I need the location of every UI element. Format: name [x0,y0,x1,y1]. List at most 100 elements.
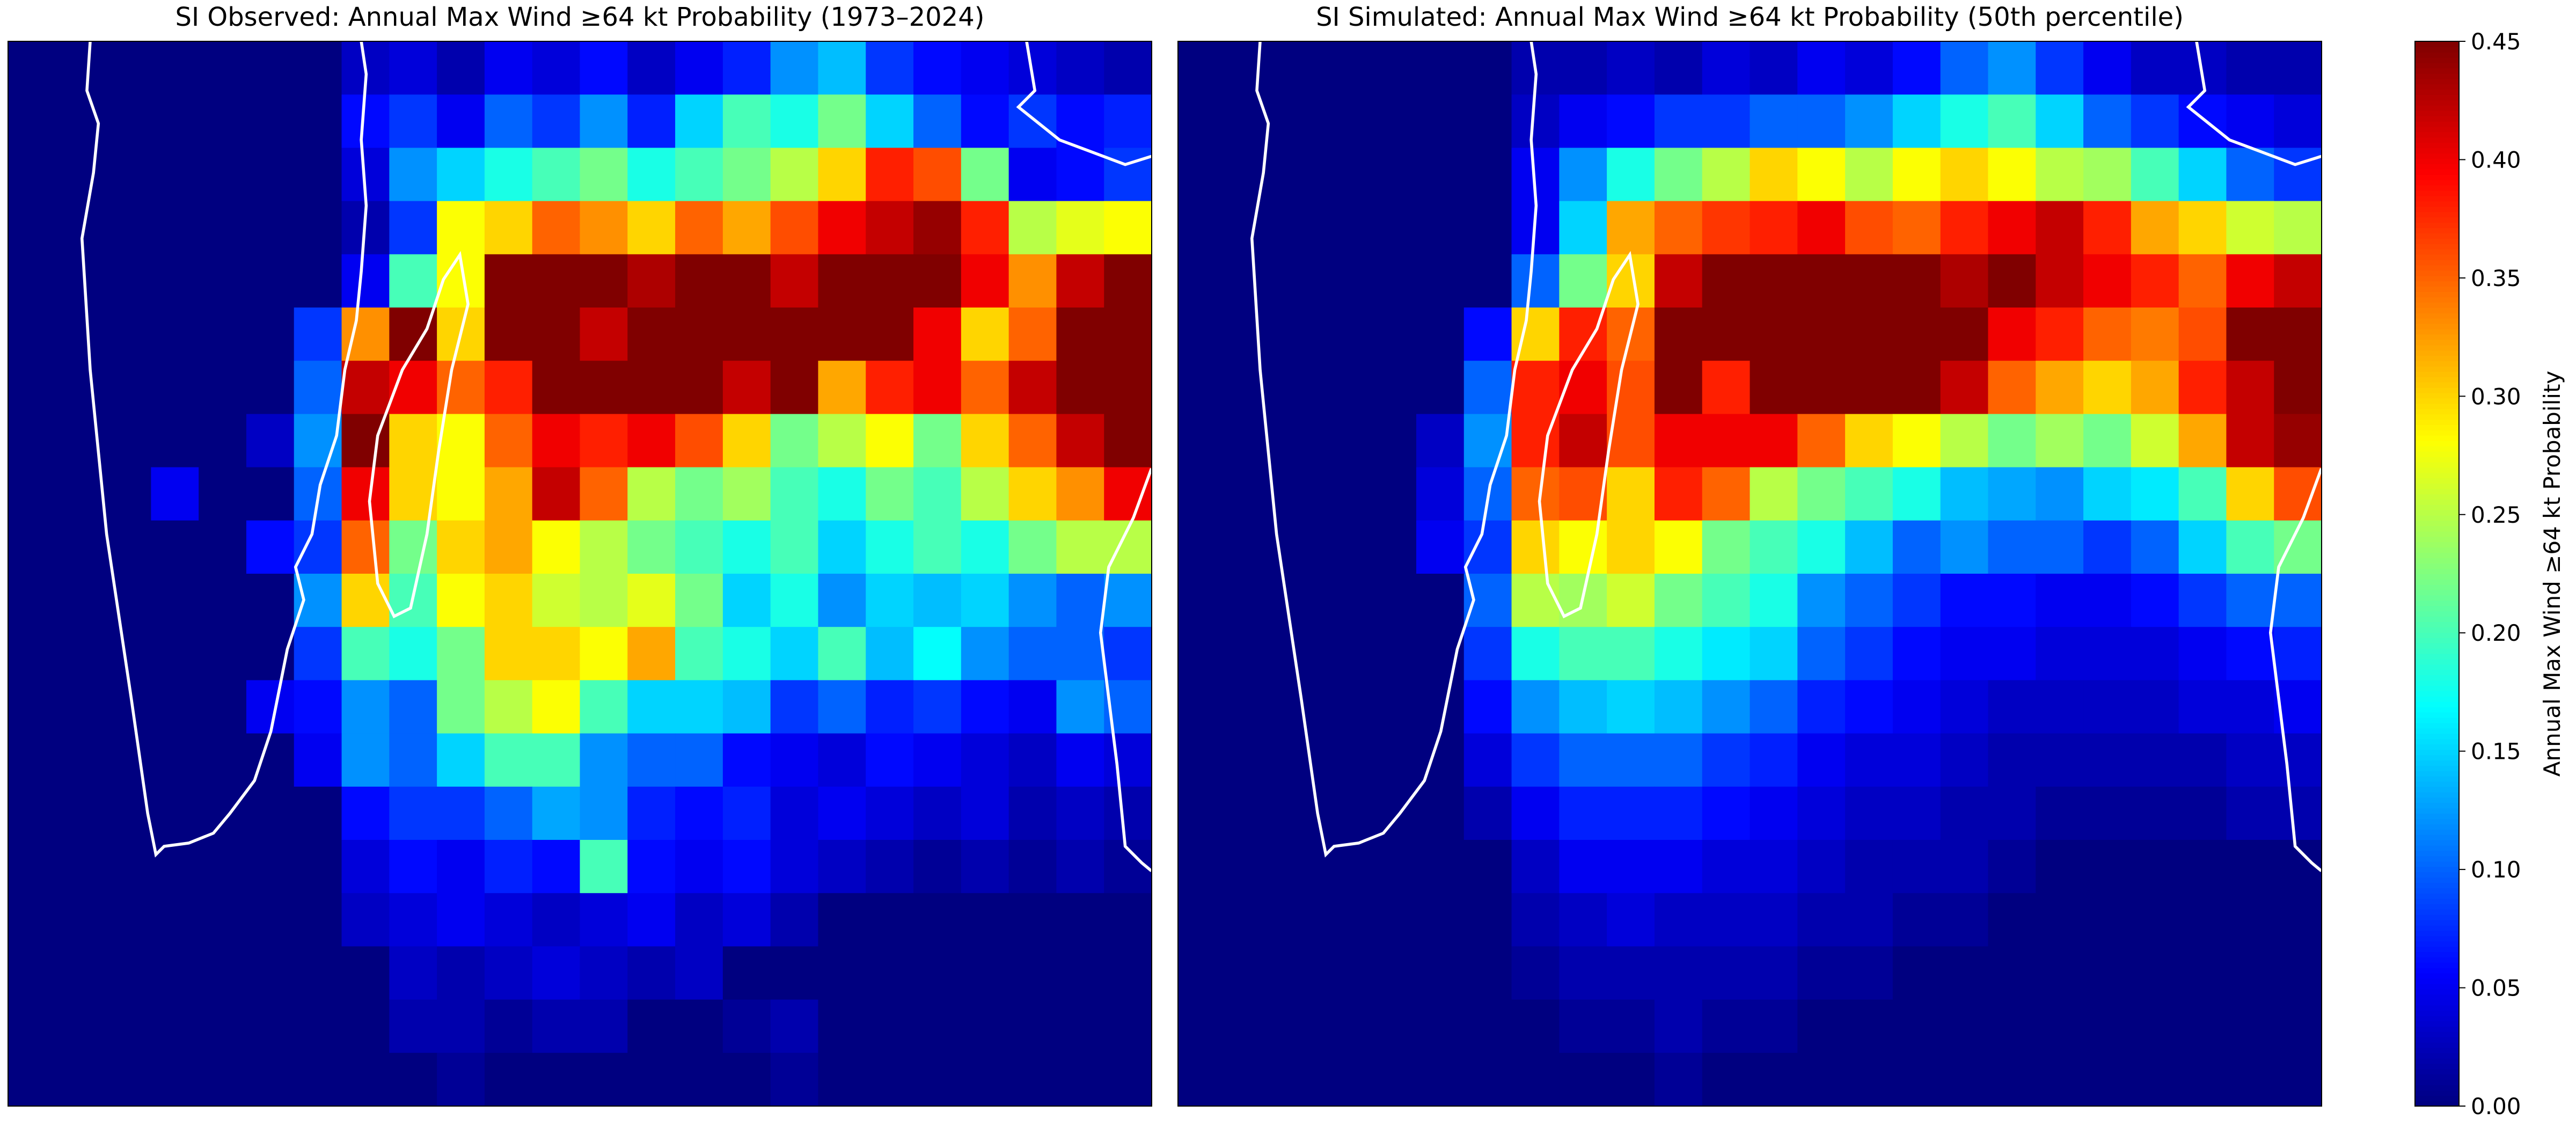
heatmap-cell [1845,467,1893,521]
heatmap-cell [294,627,342,680]
colorbar-band [2415,744,2459,750]
heatmap-cell [2036,893,2084,947]
colorbar-band [2415,552,2459,559]
heatmap-cell [961,94,1009,148]
heatmap [1178,41,2322,1107]
heatmap-cell [2036,254,2084,308]
heatmap-cell [1654,786,1703,840]
heatmap-cell [532,201,581,255]
heatmap-cell [818,361,866,414]
colorbar-band [2415,792,2459,798]
heatmap-cell [1225,786,1274,840]
heatmap-cell [675,786,723,840]
heatmap-cell [580,201,628,255]
heatmap-cell [294,1052,342,1107]
heatmap-cell [1178,680,1226,734]
heatmap-cell [2274,1052,2322,1107]
heatmap-cell [1511,946,1560,1000]
heatmap-cell [389,94,437,148]
heatmap-cell [389,254,437,308]
heatmap-cell [1416,520,1465,574]
heatmap-cell [2178,520,2227,574]
heatmap-cell [1654,94,1703,148]
heatmap-cell [1940,94,1989,148]
heatmap-cell [8,840,56,894]
colorbar-band [2415,818,2459,825]
heatmap-cell [2226,361,2274,414]
heatmap-cell [961,574,1009,627]
colorbar-band [2415,270,2459,276]
heatmap-cell [1225,308,1274,361]
heatmap-cell [341,733,390,787]
heatmap-cell [2083,308,2132,361]
heatmap-cell [913,414,962,468]
heatmap-cell [770,148,819,202]
heatmap-cell [1892,893,1941,947]
heatmap-cell [1702,41,1751,95]
heatmap-cell [1178,840,1226,894]
heatmap-cell [1845,94,1893,148]
colorbar-band [2415,765,2459,771]
heatmap-cell [484,574,533,627]
colorbar-band [2415,882,2459,889]
heatmap-cell [770,520,819,574]
heatmap-cell [722,946,771,1000]
heatmap-cell [1654,148,1703,202]
heatmap-cell [55,41,104,95]
heatmap-cell [866,840,914,894]
colorbar-band [2415,131,2459,138]
heatmap-cell [2036,467,2084,521]
colorbar-band [2415,866,2459,873]
colorbar-band [2415,1085,2459,1091]
heatmap-cell [1892,361,1941,414]
heatmap-cell [1988,574,2036,627]
heatmap-cell [103,414,151,468]
colorbar-band [2415,164,2459,170]
colorbar-band [2415,488,2459,494]
heatmap-cell [1654,1052,1703,1107]
colorbar-band [2415,515,2459,521]
heatmap-cell [1463,627,1512,680]
heatmap-cell [1702,254,1751,308]
heatmap-cell [1273,680,1321,734]
heatmap-cell [627,999,676,1053]
colorbar-band [2415,499,2459,505]
colorbar-band [2415,802,2459,809]
colorbar-band [2415,142,2459,149]
heatmap-cell [1511,680,1560,734]
colorbar-band [2415,211,2459,218]
heatmap-cell [913,786,962,840]
heatmap-cell [246,467,295,521]
heatmap-cell [2178,733,2227,787]
heatmap-cell [2226,94,2274,148]
heatmap-cell [2036,786,2084,840]
heatmap-cell [1368,361,1417,414]
heatmap-cell [1178,94,1226,148]
colorbar-band [2415,387,2459,393]
heatmap-cell [1750,94,1798,148]
heatmap [8,41,1152,1107]
colorbar-band [2415,1031,2459,1037]
heatmap-cell [580,148,628,202]
heatmap-cell [1368,254,1417,308]
heatmap-cell [1368,893,1417,947]
colorbar-band [2415,669,2459,676]
colorbar-band [2415,248,2459,255]
heatmap-cell [1463,733,1512,787]
heatmap-cell [770,999,819,1053]
colorbar-band [2415,217,2459,223]
heatmap-cell [1654,574,1703,627]
heatmap-cell [866,893,914,947]
heatmap-cell [1463,574,1512,627]
heatmap-cell [2274,361,2322,414]
heatmap-cell [1607,627,1655,680]
colorbar-band [2415,1047,2459,1053]
heatmap-cell [8,999,56,1053]
heatmap-cell [2036,94,2084,148]
heatmap-cell [2036,840,2084,894]
colorbar-band [2415,392,2459,399]
heatmap-cell [1845,627,1893,680]
heatmap-cell [199,254,247,308]
heatmap-cell [246,893,295,947]
